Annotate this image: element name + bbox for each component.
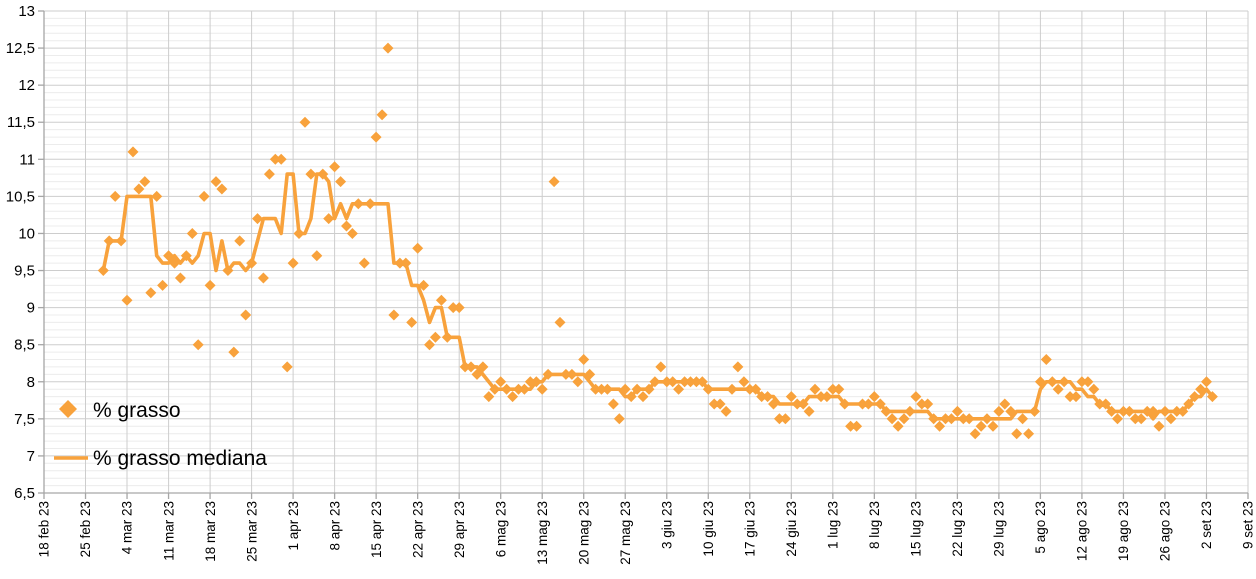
- y-tick-label: 9,5: [14, 263, 35, 280]
- y-tick-label: 7,5: [14, 411, 35, 428]
- x-tick-label: 6 mag 23: [493, 501, 508, 557]
- x-tick-label: 26 ago 23: [1158, 501, 1173, 561]
- y-tick-label: 6,5: [14, 485, 35, 502]
- x-tick-label: 11 mar 23: [161, 501, 176, 561]
- x-tick-label: 19 ago 23: [1116, 501, 1131, 561]
- x-tick-label: 3 giu 23: [660, 501, 675, 549]
- y-tick-label: 10,5: [6, 188, 35, 205]
- legend-grasso-label: % grasso: [93, 399, 181, 422]
- diamond-marker-icon: [59, 400, 77, 418]
- x-tick-label: 22 apr 23: [410, 501, 425, 558]
- x-tick-label: 29 apr 23: [452, 501, 467, 558]
- y-tick-label: 11,5: [7, 114, 35, 131]
- scatter-points: [97, 42, 1218, 440]
- x-tick-label: 15 lug 23: [909, 501, 924, 557]
- x-tick-label: 24 giu 23: [784, 501, 799, 557]
- x-tick-label: 4 mar 23: [120, 501, 135, 554]
- x-tick-label: 13 mag 23: [535, 501, 550, 565]
- x-tick-label: 25 mar 23: [244, 501, 259, 562]
- x-axis-labels: 18 feb 23 25 feb 23 4 mar 23 11 mar 23 18 ma…: [37, 501, 1256, 565]
- x-tick-label: 9 set 23: [1241, 501, 1256, 549]
- x-tick-label: 1 lug 23: [826, 501, 841, 549]
- y-tick-label: 11: [19, 151, 35, 168]
- y-tick-label: 9: [27, 300, 35, 317]
- x-tick-label: 5 ago 23: [1033, 501, 1048, 554]
- y-tick-label: 8: [27, 374, 35, 391]
- x-tick-label: 22 lug 23: [950, 501, 965, 557]
- y-axis-labels: 6,5 7 7,5 8 8,5 9 9,5 10 10,5 11 11,5 12 12,5 13: [6, 3, 35, 502]
- axis-lines: [43, 11, 1248, 494]
- y-tick-label: 10: [18, 226, 35, 243]
- y-tick-label: 7: [27, 448, 35, 465]
- gridlines-minor: [44, 17, 1248, 487]
- y-tick-label: 13: [18, 3, 35, 20]
- x-tick-label: 10 giu 23: [701, 501, 716, 557]
- x-tick-label: 17 giu 23: [743, 501, 758, 557]
- x-tick-label: 12 ago 23: [1075, 501, 1090, 561]
- y-tick-label: 12: [18, 77, 35, 94]
- x-tick-label: 1 apr 23: [286, 501, 301, 551]
- y-tick-label: 12,5: [6, 40, 35, 57]
- legend-mediana-label: % grasso mediana: [93, 447, 267, 470]
- x-tick-label: 2 set 23: [1199, 501, 1214, 549]
- y-tick-label: 8,5: [14, 337, 35, 354]
- axis-tick-marks: [38, 10, 1249, 499]
- x-tick-label: 18 feb 23: [37, 501, 52, 557]
- x-tick-label: 8 lug 23: [867, 501, 882, 549]
- legend: % grasso % grasso mediana: [54, 399, 267, 470]
- scatter-series: [97, 42, 1218, 440]
- x-tick-label: 25 feb 23: [78, 501, 93, 557]
- x-tick-label: 18 mar 23: [203, 501, 218, 562]
- x-tick-label: 29 lug 23: [992, 501, 1007, 557]
- x-tick-label: 15 apr 23: [369, 501, 384, 558]
- x-tick-label: 8 apr 23: [327, 501, 342, 551]
- x-tick-label: 20 mag 23: [576, 501, 591, 565]
- gridlines-vertical: [43, 11, 1249, 493]
- x-tick-label: 27 mag 23: [618, 501, 633, 565]
